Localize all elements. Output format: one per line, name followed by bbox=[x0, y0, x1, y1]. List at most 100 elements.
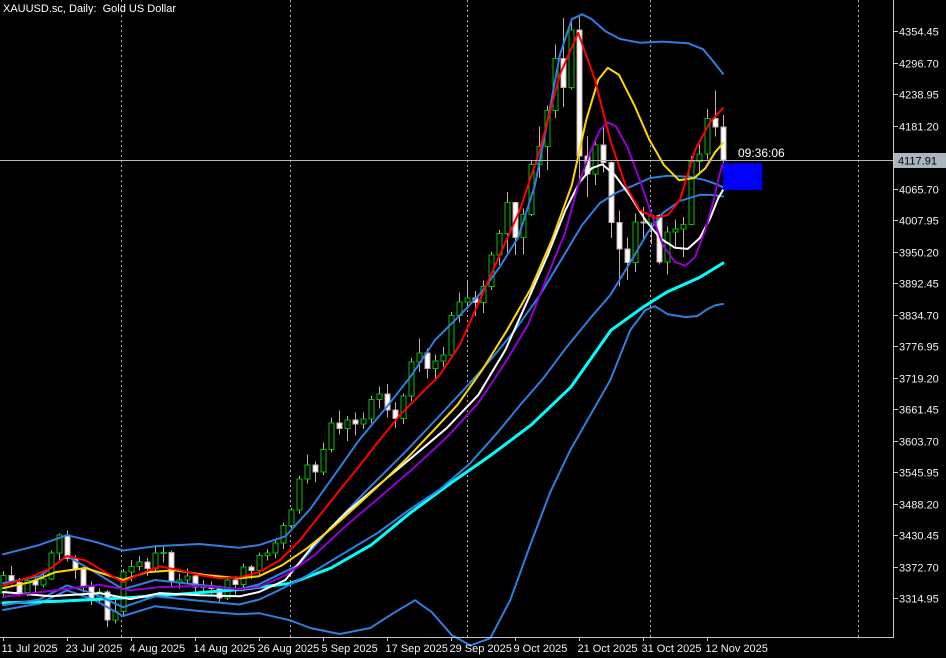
bear-candle bbox=[712, 118, 719, 128]
grid-layer bbox=[121, 0, 859, 637]
bear-candle bbox=[616, 222, 623, 250]
bull-candle bbox=[360, 418, 367, 425]
bull-candle bbox=[680, 223, 687, 230]
bull-candle bbox=[120, 571, 127, 613]
yellow-ma-line bbox=[2, 66, 724, 590]
bull-candle bbox=[280, 524, 287, 544]
price-tick-label: 3834.70 bbox=[899, 311, 939, 323]
bull-candle bbox=[184, 575, 191, 581]
chart-title: XAUUSD.sc, Daily: Gold US Dollar bbox=[3, 3, 176, 15]
date-tick-label: 21 Oct 2025 bbox=[578, 643, 638, 655]
date-tick-label: 31 Oct 2025 bbox=[642, 643, 702, 655]
bull-candle bbox=[256, 554, 263, 572]
bear-candle bbox=[608, 162, 615, 224]
price-tick-label: 3430.45 bbox=[899, 531, 939, 543]
bull-candle bbox=[464, 297, 471, 303]
bear-candle bbox=[232, 579, 239, 585]
bull-candle bbox=[440, 354, 447, 362]
candlestick-series bbox=[0, 15, 727, 627]
price-tick-label: 4296.70 bbox=[899, 59, 939, 71]
bear-candle bbox=[312, 464, 319, 473]
bull-candle bbox=[704, 118, 711, 155]
price-tick-label: 3719.20 bbox=[899, 374, 939, 386]
bull-candle bbox=[264, 552, 271, 556]
indicator-lines bbox=[1, 13, 725, 647]
bull-candle bbox=[400, 395, 407, 420]
purple-ma-line bbox=[2, 121, 724, 598]
bull-candle bbox=[376, 393, 383, 400]
price-axis[interactable]: 4354.454296.704238.954181.204123.454065.… bbox=[893, 27, 946, 606]
bull-candle bbox=[56, 534, 63, 554]
price-tick-label: 3372.70 bbox=[899, 563, 939, 575]
bull-candle bbox=[432, 360, 439, 369]
price-tick-label: 3892.45 bbox=[899, 279, 939, 291]
bull-candle bbox=[136, 561, 143, 567]
bear-candle bbox=[624, 248, 631, 264]
bull-candle bbox=[344, 419, 351, 429]
axes-layer bbox=[0, 0, 894, 638]
bollinger-lower-line bbox=[2, 193, 724, 609]
time-axis[interactable]: 11 Jul 2025 23 Jul 2025 4 Aug 2025 14 Aug 2… bbox=[2, 637, 768, 655]
bull-candle bbox=[488, 254, 495, 288]
bollinger-upper-line bbox=[2, 13, 724, 556]
date-tick-label: 17 Sep 2025 bbox=[386, 643, 448, 655]
bear-candle bbox=[144, 561, 151, 570]
bear-candle bbox=[80, 568, 87, 587]
cyan-slow-ma-line bbox=[1, 261, 725, 605]
bull-candle bbox=[304, 464, 311, 480]
bull-candle bbox=[664, 231, 671, 263]
current-price-tag bbox=[894, 153, 946, 168]
price-tick-label: 4181.20 bbox=[899, 122, 939, 134]
price-tick-label: 3545.95 bbox=[899, 468, 939, 480]
bear-candle bbox=[336, 422, 343, 429]
current-price-tag-label: 4117.91 bbox=[898, 156, 937, 168]
bull-candle bbox=[272, 542, 279, 554]
red-ma-line bbox=[2, 31, 724, 587]
price-tick-label: 3776.95 bbox=[899, 342, 939, 354]
white-ma-line bbox=[2, 163, 724, 601]
price-tick-label: 4065.70 bbox=[899, 185, 939, 197]
bull-candle bbox=[24, 580, 31, 594]
bull-candle bbox=[568, 29, 575, 88]
bull-candle bbox=[504, 202, 511, 235]
price-tick-label: 3603.70 bbox=[899, 437, 939, 449]
date-tick-label: 9 Oct 2025 bbox=[514, 643, 568, 655]
bull-candle bbox=[696, 153, 703, 163]
signal-rectangle[interactable] bbox=[723, 163, 763, 190]
bear-candle bbox=[352, 419, 359, 425]
bear-candle bbox=[392, 409, 399, 420]
price-tick-label: 3950.20 bbox=[899, 248, 939, 260]
price-tick-label: 4238.95 bbox=[899, 90, 939, 102]
bull-candle bbox=[592, 144, 599, 175]
price-tick-label: 4354.45 bbox=[899, 27, 939, 39]
price-tick-label: 3488.20 bbox=[899, 500, 939, 512]
bull-candle bbox=[160, 552, 167, 555]
price-tick-label: 4007.95 bbox=[899, 216, 939, 228]
bull-candle bbox=[632, 221, 639, 264]
bull-candle bbox=[688, 161, 695, 225]
date-tick-label: 12 Nov 2025 bbox=[706, 643, 768, 655]
date-tick-label: 4 Aug 2025 bbox=[130, 643, 186, 655]
bear-candle bbox=[216, 588, 223, 599]
bear-candle bbox=[248, 566, 255, 572]
bull-candle bbox=[128, 565, 135, 573]
bull-candle bbox=[328, 422, 335, 451]
bull-candle bbox=[672, 228, 679, 233]
date-tick-label: 26 Aug 2025 bbox=[258, 643, 320, 655]
price-tick-label: 3661.45 bbox=[899, 405, 939, 417]
bear-candle bbox=[600, 144, 607, 164]
date-tick-label: 11 Jul 2025 bbox=[2, 643, 58, 655]
bull-candle bbox=[320, 449, 327, 473]
blue-ma-line bbox=[2, 174, 724, 591]
date-tick-label: 23 Jul 2025 bbox=[66, 643, 123, 655]
bull-candle bbox=[448, 314, 455, 356]
bull-candle bbox=[40, 578, 47, 586]
bull-candle bbox=[288, 509, 295, 526]
bull-candle bbox=[368, 398, 375, 420]
price-tick-label: 3314.95 bbox=[899, 594, 939, 606]
outer-band-lower-line bbox=[2, 303, 724, 647]
bear-candle bbox=[576, 29, 583, 157]
date-tick-label: 5 Sep 2025 bbox=[322, 643, 378, 655]
